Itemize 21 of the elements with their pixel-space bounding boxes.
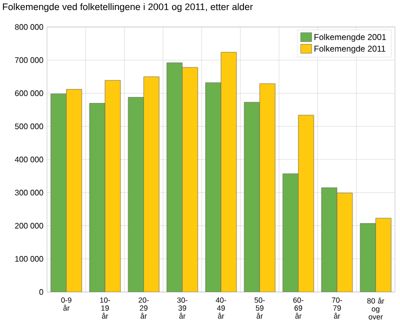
chart-title: Folkemengde ved folketellingene i 2001 og 2011, etter alder	[2, 3, 253, 12]
bar	[50, 94, 67, 292]
bar	[282, 174, 299, 292]
bar	[166, 62, 183, 292]
bar	[89, 102, 106, 292]
bar	[298, 114, 314, 292]
bar	[220, 52, 236, 292]
bar	[128, 97, 144, 292]
bar	[143, 76, 160, 292]
bar	[375, 218, 392, 292]
bar	[336, 192, 353, 292]
bar	[321, 187, 338, 292]
bar	[259, 83, 276, 292]
bar	[360, 223, 376, 292]
bar	[205, 82, 221, 292]
bar	[66, 89, 82, 292]
bar	[244, 102, 260, 292]
legend-label: Folkemengde 2001	[314, 34, 386, 42]
bar	[104, 80, 121, 292]
legend-label: Folkemengde 2011	[314, 45, 386, 54]
bar	[182, 67, 198, 292]
